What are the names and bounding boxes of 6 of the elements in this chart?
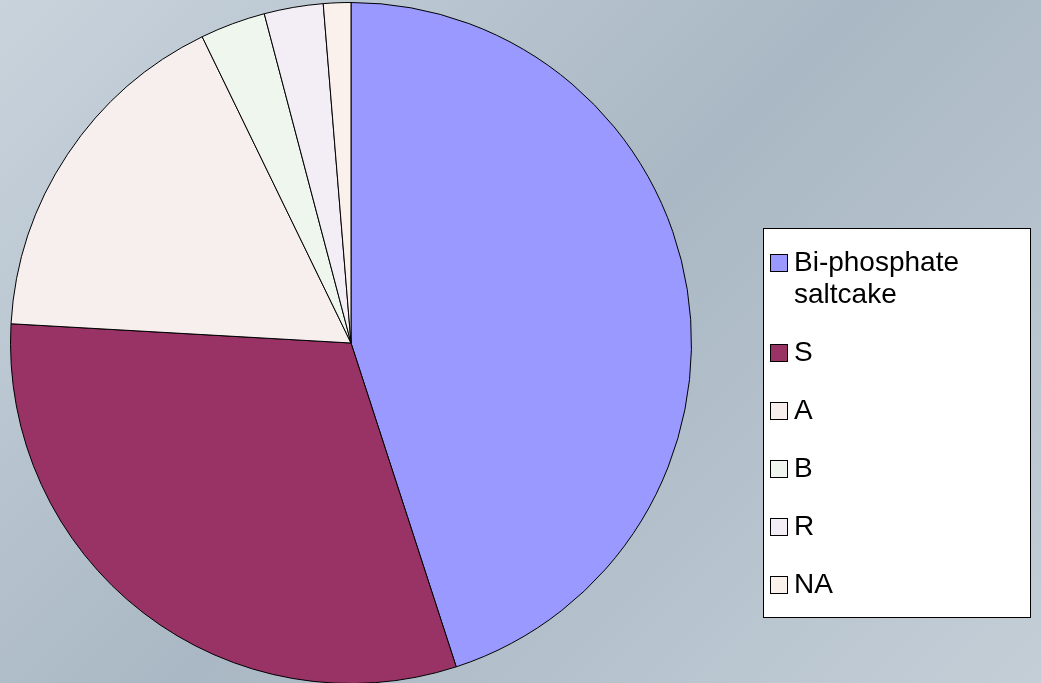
legend-label: B: [794, 452, 813, 484]
legend-label: S: [794, 336, 813, 368]
legend-label: A: [794, 394, 813, 426]
legend-label: R: [794, 510, 815, 542]
legend-label: NA: [794, 568, 833, 600]
legend-label: Bi-phosphate saltcake: [794, 246, 960, 310]
